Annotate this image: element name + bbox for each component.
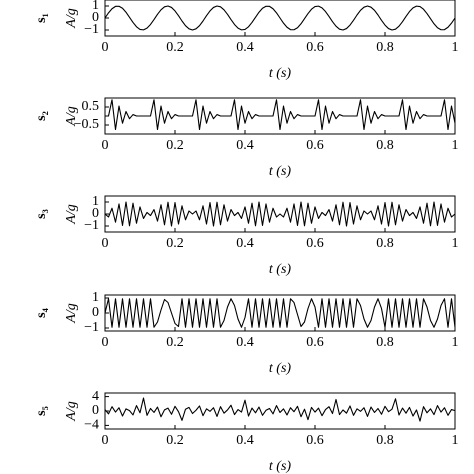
- x-tick-label: 0.4: [236, 335, 254, 350]
- x-tick-label: 0.4: [236, 138, 254, 153]
- y-tick-label: 1: [92, 0, 99, 13]
- x-tick-label: 1: [452, 433, 459, 448]
- x-tick-label: 1: [452, 138, 459, 153]
- x-tick-label: 0.6: [306, 433, 324, 448]
- y-axis-label: A/g: [64, 106, 79, 126]
- signal-label: s₂: [34, 111, 49, 121]
- x-tick-label: 1: [452, 236, 459, 251]
- x-tick-label: 0.8: [376, 40, 394, 55]
- signal-line: [104, 201, 456, 227]
- x-tick-label: 0.8: [376, 335, 394, 350]
- plot-frame: [104, 392, 456, 430]
- x-tick-label: 0: [102, 138, 109, 153]
- x-tick-label: 0: [102, 335, 109, 350]
- signal-label: s₃: [34, 209, 49, 219]
- signal-label: s₁: [34, 13, 49, 23]
- x-tick-label: 1: [452, 335, 459, 350]
- y-tick-label: 0: [92, 305, 99, 320]
- x-tick-label: 0.4: [236, 433, 254, 448]
- x-tick-label: 0.4: [236, 236, 254, 251]
- x-tick-label: 0.8: [376, 138, 394, 153]
- signal-line: [104, 5, 456, 31]
- y-tick-label: 0.5: [82, 99, 100, 114]
- x-axis-label: t (s): [269, 164, 292, 179]
- x-tick-label: 0.4: [236, 40, 254, 55]
- y-tick-label: 4: [92, 389, 99, 404]
- y-tick-label: −0.5: [74, 117, 99, 132]
- x-axis-label: t (s): [269, 66, 292, 81]
- signal-line: [105, 99, 456, 131]
- plot-frame: [104, 97, 456, 135]
- x-tick-label: 0.2: [166, 433, 184, 448]
- x-tick-label: 0.2: [166, 335, 184, 350]
- x-axis-label: t (s): [269, 262, 292, 277]
- y-tick-label: −4: [84, 418, 99, 433]
- y-tick-label: −1: [84, 22, 99, 37]
- x-axis-label: t (s): [269, 361, 292, 376]
- y-tick-label: −1: [84, 218, 99, 233]
- signal-line: [104, 298, 456, 328]
- y-axis-label: A/g: [64, 303, 79, 323]
- signal-label: s₄: [34, 307, 49, 317]
- x-axis-label: t (s): [269, 459, 292, 474]
- x-tick-label: 0.6: [306, 335, 324, 350]
- y-tick-label: 0: [92, 403, 99, 418]
- x-tick-label: 0.2: [166, 40, 184, 55]
- x-tick-label: 0.2: [166, 236, 184, 251]
- y-tick-label: 0: [92, 206, 99, 221]
- x-tick-label: 0.8: [376, 433, 394, 448]
- y-tick-label: 1: [92, 194, 99, 209]
- y-tick-label: 1: [92, 290, 99, 305]
- y-axis-label: A/g: [64, 204, 79, 224]
- y-axis-label: A/g: [64, 8, 79, 28]
- x-tick-label: 0.6: [306, 138, 324, 153]
- signal-label: s₅: [34, 406, 49, 416]
- x-tick-label: 1: [452, 40, 459, 55]
- x-tick-label: 0: [102, 40, 109, 55]
- x-tick-label: 0.8: [376, 236, 394, 251]
- y-tick-label: 0: [92, 10, 99, 25]
- y-axis-label: A/g: [64, 401, 79, 421]
- x-tick-label: 0.6: [306, 236, 324, 251]
- y-tick-label: −1: [84, 320, 99, 335]
- x-tick-label: 0: [102, 433, 109, 448]
- x-tick-label: 0.6: [306, 40, 324, 55]
- signal-line: [104, 397, 456, 422]
- x-tick-label: 0: [102, 236, 109, 251]
- x-tick-label: 0.2: [166, 138, 184, 153]
